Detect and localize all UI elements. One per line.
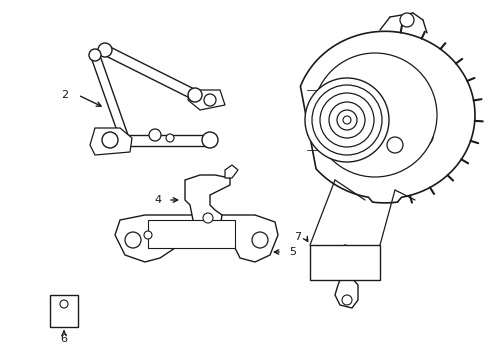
Circle shape	[305, 78, 388, 162]
Circle shape	[187, 88, 202, 102]
Polygon shape	[148, 220, 235, 248]
Circle shape	[399, 13, 413, 27]
Bar	[309, 245, 379, 280]
Text: 5: 5	[289, 247, 296, 257]
Polygon shape	[90, 128, 132, 155]
Text: 6: 6	[61, 334, 67, 344]
Circle shape	[165, 134, 174, 142]
Polygon shape	[300, 31, 474, 203]
Text: 2: 2	[61, 90, 68, 100]
Circle shape	[89, 49, 101, 61]
Circle shape	[312, 53, 436, 177]
Circle shape	[386, 137, 402, 153]
Polygon shape	[184, 175, 229, 235]
Circle shape	[203, 213, 213, 223]
Circle shape	[341, 295, 351, 305]
Polygon shape	[224, 165, 238, 178]
Polygon shape	[115, 215, 278, 262]
Text: 1: 1	[341, 287, 348, 297]
Polygon shape	[91, 54, 129, 141]
Text: 3: 3	[364, 250, 371, 260]
Circle shape	[341, 250, 351, 260]
Polygon shape	[187, 90, 224, 110]
Circle shape	[251, 232, 267, 248]
Circle shape	[98, 43, 112, 57]
Circle shape	[202, 132, 218, 148]
Circle shape	[311, 85, 381, 155]
Polygon shape	[334, 245, 357, 308]
Circle shape	[102, 132, 118, 148]
Polygon shape	[110, 135, 209, 145]
Polygon shape	[102, 45, 197, 99]
Circle shape	[342, 116, 350, 124]
Circle shape	[125, 232, 141, 248]
Circle shape	[60, 300, 68, 308]
Text: 4: 4	[154, 195, 161, 205]
Bar	[50, 295, 78, 327]
Circle shape	[143, 231, 152, 239]
Circle shape	[149, 129, 161, 141]
Circle shape	[203, 94, 216, 106]
Circle shape	[336, 110, 356, 130]
Circle shape	[319, 93, 373, 147]
Circle shape	[328, 102, 364, 138]
Text: 7: 7	[294, 232, 301, 242]
